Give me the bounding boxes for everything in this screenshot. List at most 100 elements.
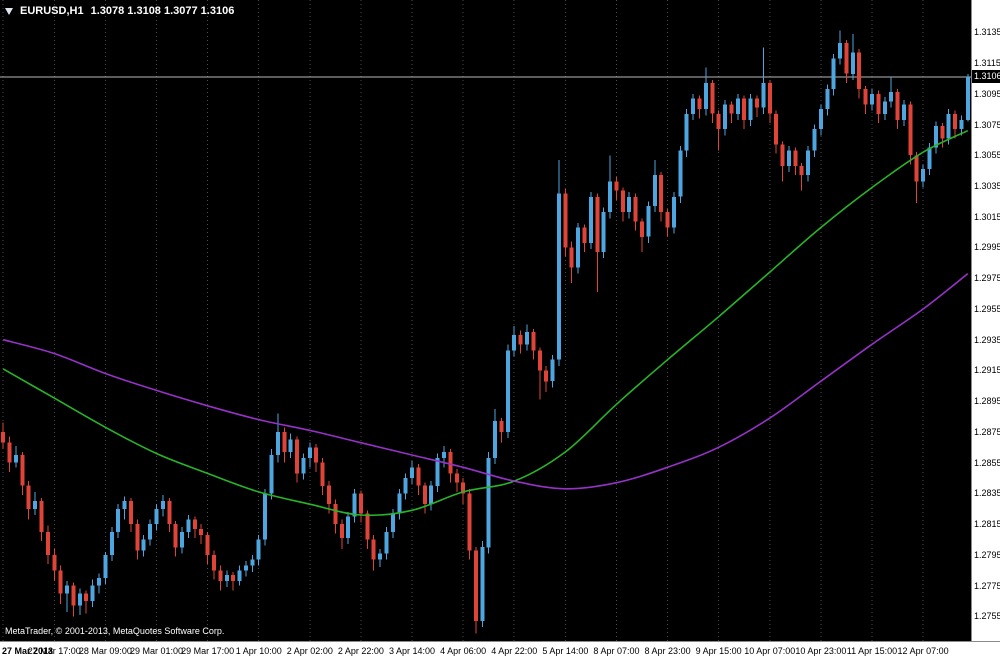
candle-body: [659, 175, 664, 213]
candle-body: [1, 431, 6, 443]
price-tick-label: 1.2875: [974, 426, 1000, 437]
candle-body: [186, 519, 191, 532]
candle-body: [965, 76, 970, 120]
candle-body: [26, 485, 31, 509]
time-tick-label: 12 Apr 07:00: [897, 646, 949, 656]
price-tick-label: 1.2855: [974, 457, 1000, 468]
time-tick-label: 9 Apr 15:00: [695, 646, 742, 656]
candle-body: [243, 565, 248, 571]
candlestick-chart[interactable]: [0, 0, 971, 641]
candle-body: [857, 52, 862, 90]
candle-body: [77, 593, 82, 606]
candle-body: [557, 193, 561, 360]
time-tick-label: 27 Mar 17:00: [27, 646, 81, 656]
chart-area[interactable]: EURUSD,H1 1.3078 1.3108 1.3077 1.3106 Me…: [0, 0, 971, 641]
time-tick-label: 2 Apr 22:00: [337, 646, 384, 656]
candle-body: [818, 109, 823, 130]
time-tick-label: 4 Apr 22:00: [491, 646, 538, 656]
time-tick-label: 2 Apr 02:00: [286, 646, 333, 656]
candle-body: [806, 150, 811, 176]
candle-body: [275, 431, 280, 455]
candle-body: [58, 570, 63, 594]
candle-body: [780, 144, 785, 166]
candle-body: [378, 553, 383, 560]
candle-body: [505, 350, 510, 432]
candle-body: [84, 593, 89, 601]
time-tick-label: 5 Apr 14:00: [542, 646, 589, 656]
candle-body: [301, 458, 306, 474]
candle-body: [141, 539, 146, 551]
price-tick-label: 1.2935: [974, 334, 1000, 345]
candle-body: [665, 212, 670, 228]
candle-body: [723, 104, 728, 130]
price-axis[interactable]: 1.3106 1.3135 1.3115 1.3095 1.3075 1.3055 1.3…: [971, 0, 1000, 641]
candle-body: [173, 524, 178, 548]
candle-body: [512, 335, 517, 351]
time-tick-label: 10 Apr 07:00: [744, 646, 796, 656]
time-tick-label: 29 Mar 01:00: [129, 646, 184, 656]
candle-body: [518, 335, 523, 345]
candle-body: [767, 83, 772, 114]
time-axis[interactable]: 27 Mar 2013 27 Mar 17:00 28 Mar 09:00 29 Ma…: [0, 641, 1000, 663]
candle-body: [263, 493, 268, 540]
candle-body: [838, 43, 842, 59]
copyright-label: MetaTrader, © 2001-2013, MetaQuotes Soft…: [5, 626, 225, 636]
candle-body: [908, 104, 913, 156]
candle-body: [467, 493, 472, 551]
candle-body: [307, 447, 312, 459]
candle-body: [742, 98, 747, 120]
candle-body: [269, 455, 274, 494]
candle-body: [793, 150, 798, 166]
candle-body: [863, 89, 868, 105]
candle-body: [691, 98, 696, 114]
candle-body: [250, 559, 255, 566]
candle-body: [940, 126, 945, 139]
candle-body: [493, 421, 498, 459]
candle-body: [122, 501, 127, 509]
ohlc-label: 1.3078 1.3108 1.3077 1.3106: [90, 5, 235, 17]
candle-body: [569, 247, 574, 268]
price-tick-label: 1.3095: [974, 88, 1000, 99]
candle-body: [346, 516, 351, 538]
candle-body: [576, 227, 581, 268]
candle-body: [748, 98, 753, 120]
candle-body: [588, 196, 593, 243]
candle-body: [761, 83, 766, 108]
candle-body: [544, 370, 549, 382]
candle-body: [390, 513, 395, 532]
candle-body: [563, 193, 568, 248]
candle-body: [109, 531, 114, 555]
candle-body: [620, 190, 625, 213]
candle-body: [844, 43, 849, 74]
candle-body: [352, 493, 357, 517]
candle-body: [608, 181, 613, 213]
candle-body: [537, 350, 542, 371]
candle-body: [429, 485, 434, 505]
symbol-triangle-icon: [5, 7, 13, 15]
price-tick-label: 1.2955: [974, 303, 1000, 314]
candle-body: [876, 93, 881, 114]
time-tick-label: 8 Apr 07:00: [593, 646, 640, 656]
candle-body: [154, 508, 159, 525]
candle-body: [825, 89, 830, 110]
candle-body: [14, 455, 18, 463]
candle-body: [282, 431, 287, 452]
candle-body: [365, 513, 370, 540]
candle-body: [882, 101, 887, 114]
candle-body: [953, 113, 957, 130]
candle-body: [52, 554, 57, 571]
candle-body: [786, 150, 791, 166]
candle-body: [39, 501, 44, 532]
price-tick-label: 1.3135: [974, 27, 1000, 38]
candle-body: [435, 458, 440, 486]
candle-body: [454, 473, 459, 483]
candle-body: [442, 451, 446, 458]
candle-body: [895, 92, 900, 120]
candle-body: [652, 175, 657, 206]
current-price-box: 1.3106: [972, 69, 1000, 83]
time-tick-label: 1 Apr 10:00: [235, 646, 282, 656]
candle-body: [205, 534, 210, 555]
candle-body: [129, 501, 133, 525]
candle-body: [410, 467, 414, 479]
